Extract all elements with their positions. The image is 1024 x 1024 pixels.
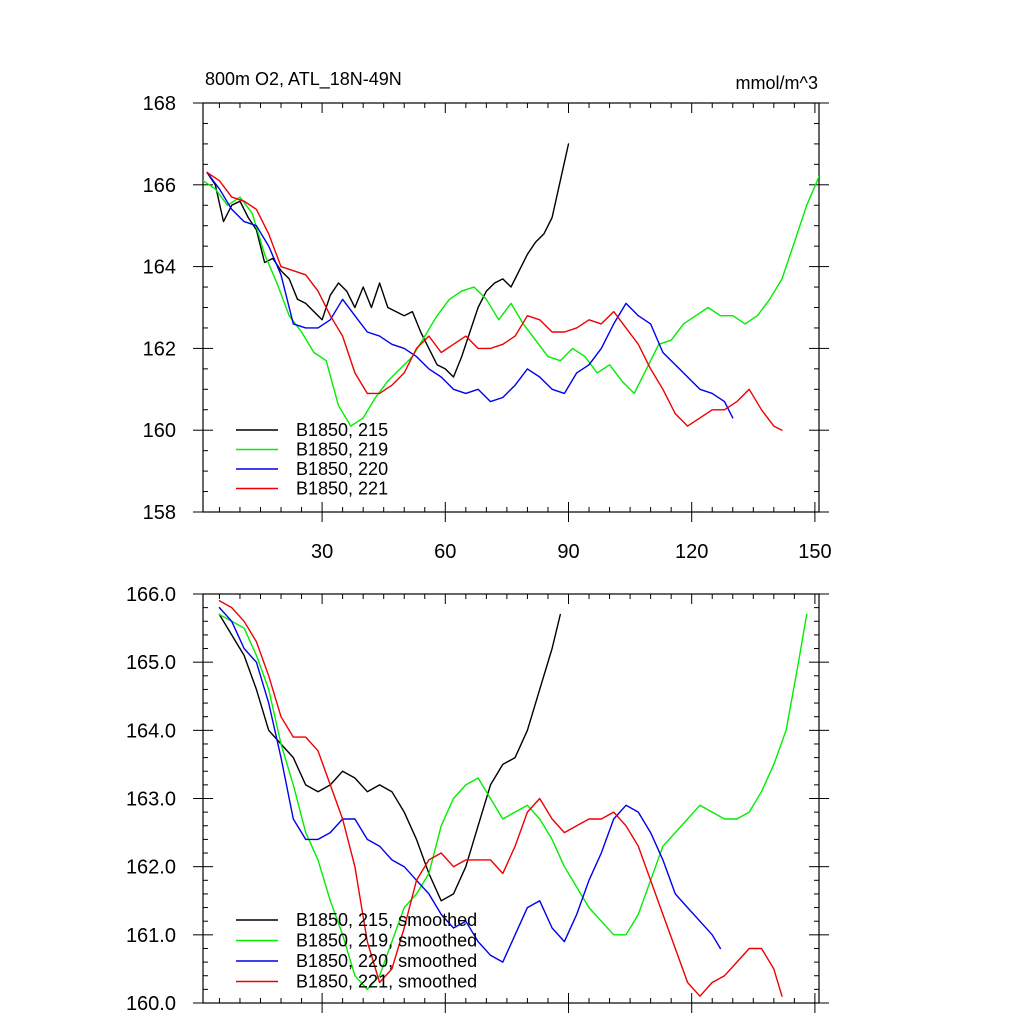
units-label: mmol/m^3 (736, 73, 818, 93)
x-tick-label: 30 (311, 541, 333, 563)
y-tick-label: 164.0 (126, 720, 176, 742)
y-tick-label: 162.0 (126, 857, 176, 879)
plot-panel-2: 160.0 161.0 162.0 163.0 164.0 165.0 166.0 B1850… (126, 584, 829, 1015)
y-tick-label: 164 (143, 257, 176, 279)
y-tick-label: 163.0 (126, 789, 176, 811)
y-tick-label: 162 (143, 338, 176, 360)
legend-label: B1850, 221, smoothed (296, 972, 477, 992)
series-line-4 (218, 600, 783, 997)
y-tick-label: 160.0 (126, 993, 176, 1015)
legend-label: B1850, 215 (296, 420, 388, 440)
y-tick-label: 165.0 (126, 652, 176, 674)
y-tick-label: 160 (143, 420, 176, 442)
legend-label: B1850, 221 (296, 479, 388, 499)
plot-panel-1: 30 60 90 120 150 158 160 162 164 166 168 800m O2, A… (143, 69, 832, 563)
legend-label: B1850, 215, smoothed (296, 910, 477, 930)
x-tick-label: 120 (675, 541, 708, 563)
series-line-2 (218, 613, 808, 991)
legend-label: B1850, 220, smoothed (296, 951, 477, 971)
x-tick-label: 60 (434, 541, 456, 563)
series-line-4 (206, 171, 783, 431)
y-tick-label: 158 (143, 502, 176, 524)
y-tick-label: 161.0 (126, 925, 176, 947)
y-tick-label: 168 (143, 93, 176, 115)
chart-title: 800m O2, ATL_18N-49N (205, 69, 402, 90)
y-tick-label: 166.0 (126, 584, 176, 606)
legend-label: B1850, 219 (296, 440, 388, 460)
legend-label: B1850, 220 (296, 459, 388, 479)
x-tick-label: 90 (557, 541, 579, 563)
y-tick-label: 166 (143, 175, 176, 197)
x-tick-label: 150 (798, 541, 831, 563)
legend-label: B1850, 219, smoothed (296, 931, 477, 951)
series-line-3 (218, 606, 722, 963)
series-line-3 (206, 171, 734, 419)
series-line-2 (203, 175, 819, 427)
